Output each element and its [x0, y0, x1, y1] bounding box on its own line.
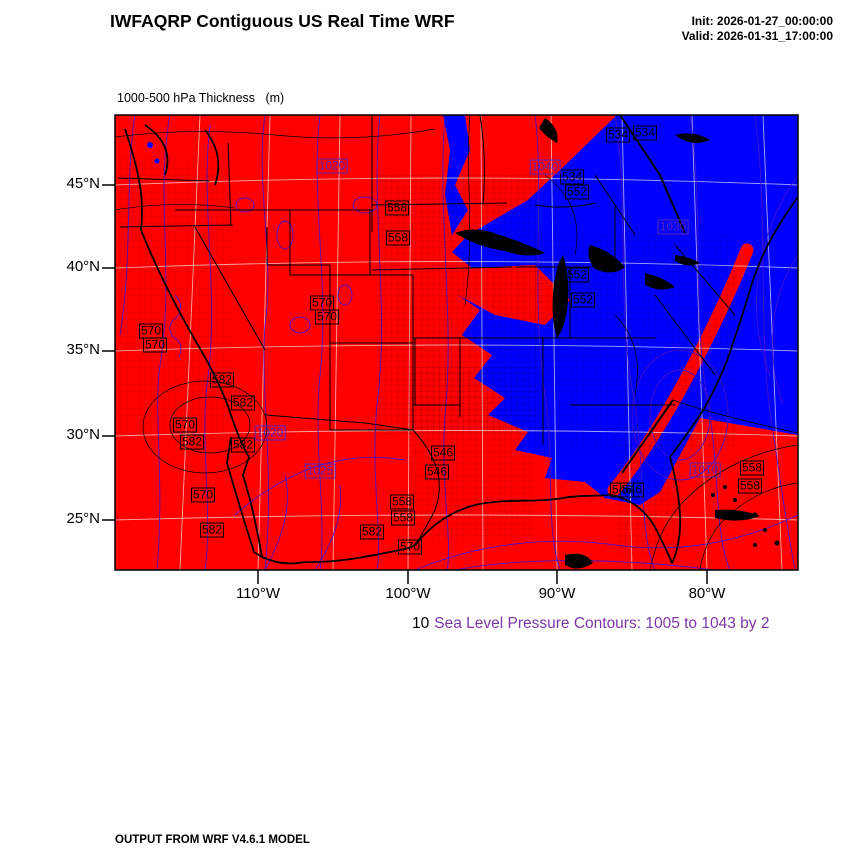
caption-prefix: 10: [412, 615, 430, 632]
wrf-map: [102, 114, 799, 584]
coastlines: [124, 124, 798, 565]
lakes-islands: [455, 118, 780, 569]
init-time: Init: 2026-01-27_00:00:00: [691, 14, 833, 28]
lat-tick-label: 25°N: [66, 510, 100, 527]
lon-tick-label: 80°W: [688, 585, 726, 602]
legend-thickness-1: 1000-500 hPa Thickness (m): [117, 91, 285, 105]
axis-ticks: [102, 184, 708, 584]
lat-tick-label: 35°N: [66, 341, 100, 358]
county-boundaries: [115, 155, 735, 555]
lat-tick-label: 30°N: [66, 426, 100, 443]
page-title: IWFAQRP Contiguous US Real Time WRF: [110, 11, 455, 31]
map-area: 558 558 570 570 570 570 582 582 570 582 582 570 582 5…: [102, 114, 799, 584]
model-footer: OUTPUT FROM WRF V4.6.1 MODEL WE = 580 ; …: [115, 807, 584, 850]
lat-tick-label: 40°N: [66, 258, 100, 275]
footer-model-line: OUTPUT FROM WRF V4.6.1 MODEL: [115, 834, 310, 846]
run-info: Init: 2026-01-27_00:00:00 Valid: 2026-01…: [682, 14, 833, 44]
lon-tick-label: 110°W: [235, 585, 281, 602]
caption-text: Sea Level Pressure Contours: 1005 to 104…: [434, 615, 770, 632]
lon-tick-label: 100°W: [385, 585, 431, 602]
state-borders: [117, 115, 736, 546]
map-frame: [114, 114, 799, 571]
valid-time: Valid: 2026-01-31_17:00:00: [681, 29, 833, 43]
lon-tick-label: 90°W: [538, 585, 576, 602]
contour-caption: 10 Sea Level Pressure Contours: 1005 to 1…: [412, 615, 769, 633]
lat-tick-label: 45°N: [66, 175, 100, 192]
